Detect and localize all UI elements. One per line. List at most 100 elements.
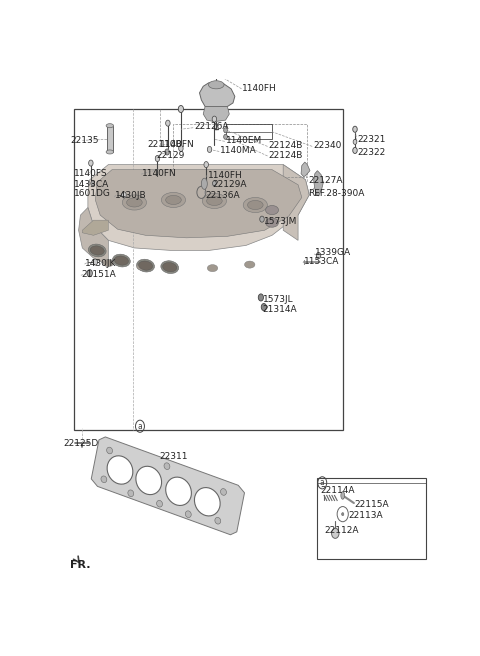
Ellipse shape	[194, 487, 220, 516]
Text: 22125D: 22125D	[64, 439, 99, 448]
Polygon shape	[96, 170, 302, 238]
Ellipse shape	[127, 198, 142, 207]
Text: 1339GA: 1339GA	[315, 249, 351, 258]
Circle shape	[207, 146, 212, 152]
Ellipse shape	[114, 256, 129, 265]
Bar	[317, 478, 426, 559]
Circle shape	[212, 116, 216, 122]
Circle shape	[204, 161, 208, 168]
Ellipse shape	[90, 246, 104, 255]
Ellipse shape	[244, 261, 255, 268]
Text: 1140FH: 1140FH	[208, 171, 243, 180]
Ellipse shape	[243, 197, 267, 213]
Ellipse shape	[202, 194, 227, 209]
Ellipse shape	[248, 201, 263, 209]
Ellipse shape	[137, 263, 147, 270]
Ellipse shape	[265, 218, 278, 227]
Text: 22110B: 22110B	[147, 140, 182, 149]
Ellipse shape	[101, 476, 107, 483]
Text: 1573JM: 1573JM	[264, 216, 297, 226]
Text: 22127A: 22127A	[309, 176, 343, 185]
Text: REF.28-390A: REF.28-390A	[309, 189, 365, 198]
Text: 22322: 22322	[358, 148, 386, 157]
Text: 22136A: 22136A	[205, 192, 240, 200]
Polygon shape	[83, 220, 108, 236]
Circle shape	[316, 253, 321, 258]
Ellipse shape	[88, 244, 106, 257]
Circle shape	[342, 512, 344, 516]
Bar	[74, 109, 343, 430]
Circle shape	[213, 181, 216, 186]
Polygon shape	[314, 171, 324, 196]
Ellipse shape	[128, 490, 134, 497]
Circle shape	[155, 155, 160, 161]
Ellipse shape	[137, 259, 155, 272]
Ellipse shape	[220, 489, 227, 495]
Circle shape	[261, 304, 266, 310]
Text: 1140FS: 1140FS	[74, 169, 108, 178]
Polygon shape	[91, 437, 244, 535]
Text: 22340: 22340	[313, 141, 341, 150]
Ellipse shape	[166, 195, 181, 205]
Ellipse shape	[112, 254, 130, 267]
Circle shape	[89, 160, 93, 166]
Ellipse shape	[207, 264, 218, 272]
Circle shape	[93, 259, 97, 265]
Ellipse shape	[103, 260, 114, 266]
Ellipse shape	[185, 511, 191, 518]
Text: 22321: 22321	[358, 135, 386, 144]
Text: 1140FH: 1140FH	[242, 85, 277, 93]
Ellipse shape	[164, 463, 170, 470]
Ellipse shape	[206, 196, 222, 205]
Text: 22115A: 22115A	[354, 499, 388, 508]
Circle shape	[178, 106, 183, 113]
Circle shape	[258, 294, 264, 301]
Circle shape	[332, 528, 339, 539]
Circle shape	[224, 128, 228, 133]
Text: 1430JK: 1430JK	[85, 258, 117, 268]
Ellipse shape	[139, 261, 153, 270]
Circle shape	[165, 149, 169, 155]
Text: 22311: 22311	[160, 451, 188, 461]
Ellipse shape	[107, 447, 112, 454]
Bar	[226, 124, 272, 139]
Polygon shape	[301, 162, 310, 176]
Ellipse shape	[215, 518, 221, 524]
Ellipse shape	[163, 262, 177, 272]
Ellipse shape	[161, 192, 186, 207]
Ellipse shape	[107, 456, 133, 484]
Ellipse shape	[161, 260, 179, 274]
Polygon shape	[200, 83, 235, 106]
Polygon shape	[203, 106, 229, 121]
Ellipse shape	[341, 491, 345, 499]
Circle shape	[353, 126, 357, 133]
Bar	[173, 124, 307, 177]
Ellipse shape	[106, 124, 114, 128]
Ellipse shape	[202, 178, 207, 190]
Ellipse shape	[106, 150, 114, 154]
Bar	[107, 126, 113, 152]
Text: 1140MA: 1140MA	[220, 146, 257, 155]
Text: 1140FN: 1140FN	[142, 169, 177, 178]
Text: 22126A: 22126A	[194, 122, 228, 131]
Ellipse shape	[166, 477, 192, 506]
Text: 1433CA: 1433CA	[74, 180, 109, 190]
Circle shape	[166, 120, 170, 126]
Text: 22112A: 22112A	[324, 526, 359, 535]
Circle shape	[260, 216, 264, 222]
Text: 1153CA: 1153CA	[304, 257, 339, 266]
Text: 22129: 22129	[156, 151, 184, 160]
Text: a: a	[320, 478, 324, 487]
Text: 1430JB: 1430JB	[115, 192, 147, 200]
Text: 1573JL: 1573JL	[263, 295, 293, 304]
Ellipse shape	[156, 501, 163, 507]
Circle shape	[91, 181, 95, 186]
Text: a: a	[138, 422, 143, 431]
Text: 22124B: 22124B	[268, 151, 303, 160]
Circle shape	[224, 134, 228, 139]
Text: 1140EM: 1140EM	[226, 136, 262, 145]
Ellipse shape	[136, 466, 162, 495]
Text: 21314A: 21314A	[263, 305, 298, 314]
Text: 22113A: 22113A	[348, 511, 383, 520]
Polygon shape	[283, 165, 309, 240]
